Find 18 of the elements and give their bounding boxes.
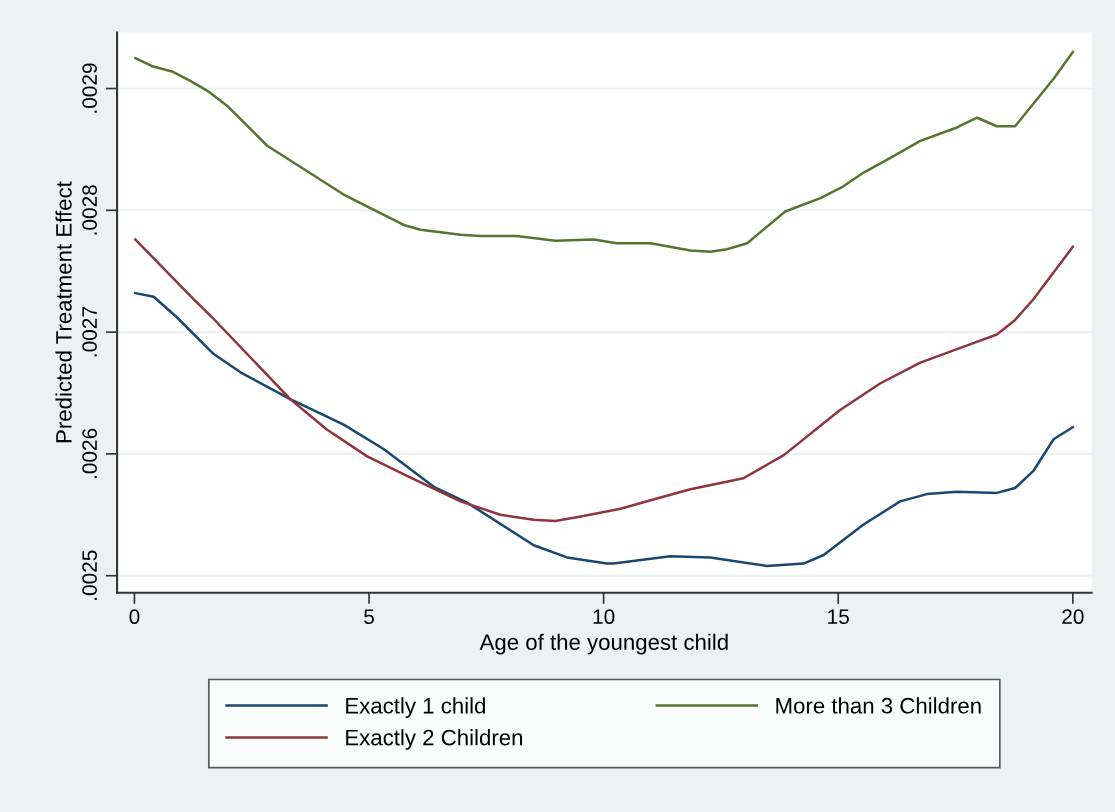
x-tick-label: 15	[828, 609, 849, 625]
x-axis-title: Age of the youngest child	[479, 633, 728, 655]
x-tick-label: 20	[1062, 609, 1084, 625]
y-tick-label: .0028	[82, 185, 97, 235]
line-series	[134, 238, 1075, 523]
y-tick-label: .0025	[82, 550, 97, 600]
y-tick-label: .0026	[82, 428, 97, 479]
x-tick-label: 5	[364, 609, 374, 625]
line-series	[134, 50, 1075, 253]
y-tick-label: .0027	[82, 307, 97, 357]
y-axis-title: Predicted Treatment Effect	[55, 181, 72, 443]
x-tick-label: 0	[129, 609, 140, 625]
legend-label: More than 3 Children	[776, 697, 981, 714]
x-tick-label: 10	[593, 609, 615, 625]
y-tick-label: .0029	[82, 63, 97, 113]
line-series	[134, 291, 1075, 568]
legend-label: Exactly 1 child	[346, 697, 485, 718]
legend-label: Exactly 2 Children	[346, 729, 523, 750]
